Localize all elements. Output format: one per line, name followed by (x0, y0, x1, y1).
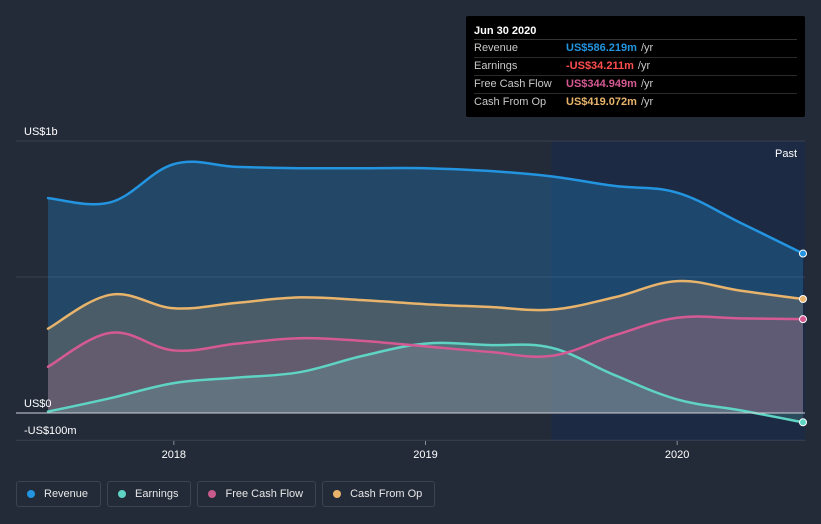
legend-label: Cash From Op (350, 488, 423, 500)
tooltip-unit: /yr (640, 96, 654, 108)
gridlines (16, 140, 805, 441)
legend-dot-icon (333, 490, 342, 498)
tooltip-unit: /yr (637, 60, 651, 72)
tooltip-value: US$344.949m (566, 78, 637, 90)
tooltip-value: US$419.072m (566, 96, 637, 108)
earnings-endpoint (799, 418, 807, 427)
y-axis-labels: US$1b US$0 -US$100m (24, 126, 77, 437)
tooltip-value: US$586.219m (566, 42, 637, 54)
free-cash-flow-endpoint (799, 315, 807, 324)
tooltip-row-free-cash-flow: Free Cash Flow US$344.949m /yr (474, 76, 797, 94)
legend-item-free-cash-flow[interactable]: Free Cash Flow (197, 481, 317, 507)
legend: Revenue Earnings Free Cash Flow Cash Fro… (16, 481, 436, 507)
tooltip-unit: /yr (640, 42, 654, 54)
cash-from-op-endpoint (799, 295, 807, 304)
past-label: Past (775, 148, 797, 160)
y-axis-label: US$0 (24, 398, 52, 410)
free-cash-flow-area (48, 316, 803, 413)
legend-label: Revenue (44, 488, 89, 500)
tooltip-label: Earnings (474, 60, 518, 72)
revenue-line (46, 160, 805, 255)
tooltip-label: Free Cash Flow (474, 78, 552, 90)
legend-item-cash-from-op[interactable]: Cash From Op (322, 481, 436, 507)
series-lines (46, 160, 805, 424)
tooltip-row-cash-from-op: Cash From Op US$419.072m /yr (474, 94, 797, 111)
legend-label: Free Cash Flow (225, 488, 304, 500)
earnings-line (46, 341, 805, 424)
earnings-area (48, 342, 803, 423)
legend-dot-icon (118, 490, 127, 498)
series-endpoints (799, 249, 807, 427)
tooltip-date: Jun 30 2020 (474, 23, 797, 40)
legend-item-revenue[interactable]: Revenue (16, 481, 102, 507)
revenue-endpoint (799, 249, 807, 258)
legend-label: Earnings (135, 488, 179, 500)
series-areas (48, 161, 803, 423)
tooltip-row-earnings: Earnings -US$34.211m /yr (474, 58, 797, 76)
legend-item-earnings[interactable]: Earnings (107, 481, 192, 507)
x-tick-label: 2019 (413, 449, 437, 461)
past-region (551, 141, 805, 441)
y-axis-label: US$1b (24, 126, 58, 138)
tooltip-unit: /yr (640, 78, 654, 90)
free-cash-flow-line (46, 315, 805, 369)
y-axis-label: -US$100m (24, 425, 77, 437)
cash-from-op-line (46, 279, 805, 330)
tooltip-label: Revenue (474, 42, 519, 54)
tooltip-row-revenue: Revenue US$586.219m /yr (474, 40, 797, 58)
tooltip: Jun 30 2020 Revenue US$586.219m /yr Earn… (466, 16, 805, 117)
legend-dot-icon (208, 490, 217, 498)
revenue-area (48, 161, 803, 413)
tooltip-value: -US$34.211m (566, 60, 634, 72)
x-axis-ticks: 2018 2019 2020 (162, 441, 689, 461)
x-tick-label: 2020 (665, 449, 689, 461)
x-tick-label: 2018 (162, 449, 186, 461)
tooltip-label: Cash From Op (474, 96, 547, 108)
legend-dot-icon (27, 490, 35, 498)
